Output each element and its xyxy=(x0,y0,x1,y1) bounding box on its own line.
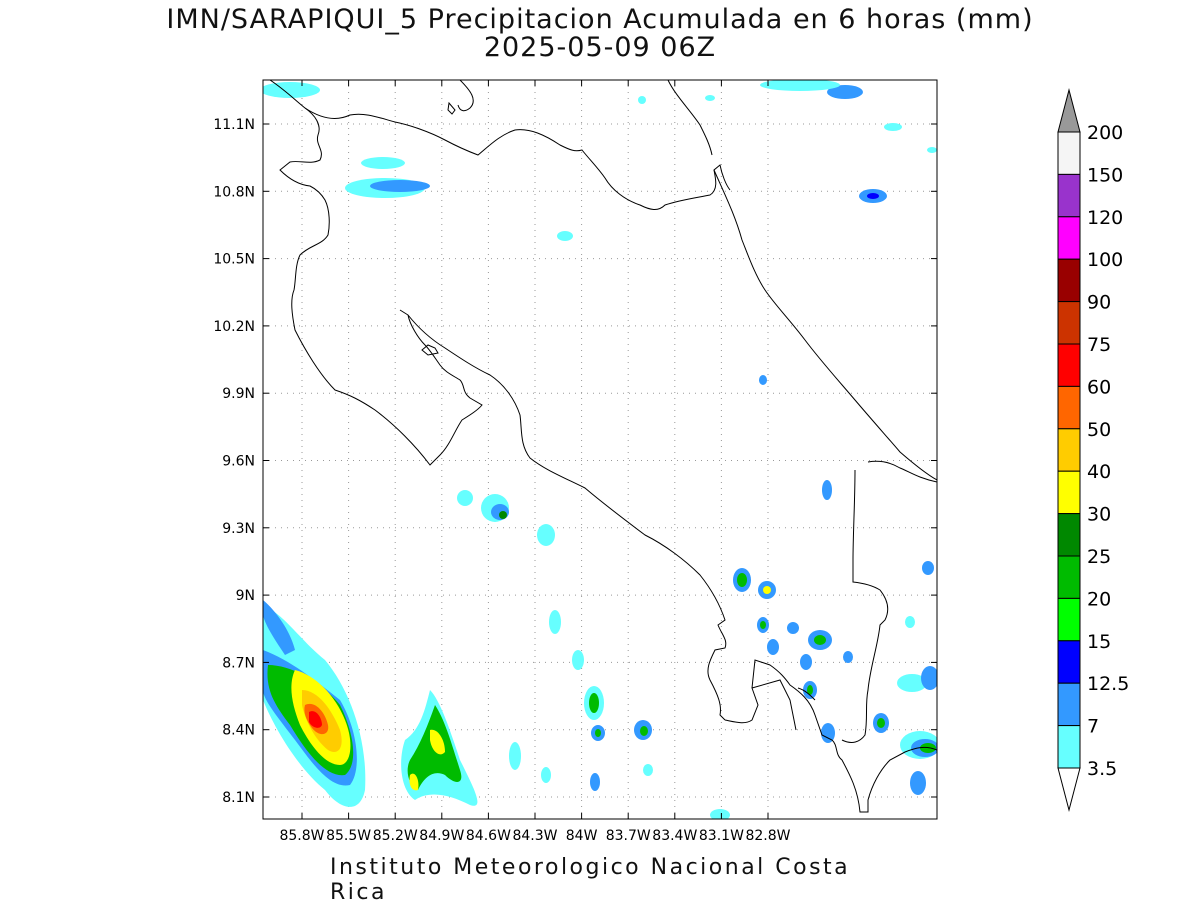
colorbar-label: 30 xyxy=(1087,504,1111,526)
colorbar-bottom-arrow xyxy=(1057,767,1081,812)
lon-tick-label: 85.8W xyxy=(279,828,324,844)
colorbar-label: 15 xyxy=(1087,631,1111,653)
colorbar-swatch xyxy=(1057,173,1081,218)
coastline xyxy=(269,80,937,813)
colorbar-label: 75 xyxy=(1087,334,1111,356)
colorbar-swatch xyxy=(1057,131,1081,175)
lon-tick-label: 85.2W xyxy=(373,828,418,844)
colorbar-label: 3.5 xyxy=(1087,758,1117,780)
colorbar-label: 60 xyxy=(1087,376,1111,398)
colorbar-swatch xyxy=(1057,725,1081,769)
lat-tick-label: 9.9N xyxy=(222,386,255,402)
lon-tick-label: 84.3W xyxy=(512,828,557,844)
colorbar-label: 25 xyxy=(1087,546,1111,568)
lat-tick-label: 8.1N xyxy=(222,790,255,806)
colorbar-swatch xyxy=(1057,513,1081,557)
lat-tick-label: 10.5N xyxy=(213,252,255,268)
footer-credit: Instituto Meteorologico Nacional Costa R… xyxy=(330,855,851,905)
colorbar-label: 50 xyxy=(1087,419,1111,441)
colorbar-swatch xyxy=(1057,301,1081,345)
lon-tick-label: 85.5W xyxy=(326,828,371,844)
colorbar-swatch xyxy=(1057,428,1081,472)
colorbar-swatch xyxy=(1057,597,1081,642)
colorbar-swatch xyxy=(1057,343,1081,387)
colorbar-label: 150 xyxy=(1087,164,1123,186)
colorbar-label: 12.5 xyxy=(1087,673,1129,695)
lon-tick-label: 84.9W xyxy=(419,828,464,844)
colorbar-swatch xyxy=(1057,640,1081,684)
map-title: IMN/SARAPIQUI_5 Precipitacion Acumulada … xyxy=(166,4,1034,35)
colorbar-label: 7 xyxy=(1087,716,1099,738)
map-frame xyxy=(262,79,938,820)
colorbar-swatch xyxy=(1057,216,1081,260)
colorbar-label: 40 xyxy=(1087,461,1111,483)
colorbar-swatch xyxy=(1057,682,1081,727)
colorbar-swatch xyxy=(1057,555,1081,599)
lon-tick-label: 83.4W xyxy=(652,828,697,844)
lat-tick-label: 10.8N xyxy=(213,184,255,200)
colorbar-swatch xyxy=(1057,258,1081,303)
colorbar-label: 120 xyxy=(1087,207,1123,229)
precipitation-field xyxy=(263,80,937,819)
colorbar: 200 150 120 100 90 75 60 50 40 30 25 20 15 12.5 7 3.5 xyxy=(1057,88,1129,812)
latitude-axis: 11.1N 10.8N 10.5N 10.2N 9.9N 9.6N 9.3N 9N 8.7N 8.… xyxy=(213,117,937,806)
lon-tick-label: 84W xyxy=(566,828,598,844)
colorbar-label: 90 xyxy=(1087,292,1111,314)
lat-tick-label: 9N xyxy=(236,588,255,604)
longitude-axis: 85.8W 85.5W 85.2W 84.9W 84.6W 84.3W 84W 83.7W 83… xyxy=(279,80,791,844)
map-datetime: 2025-05-09 06Z xyxy=(483,32,717,63)
lon-tick-label: 83.1W xyxy=(699,828,744,844)
lat-tick-label: 8.4N xyxy=(222,723,255,739)
lat-tick-label: 9.6N xyxy=(222,454,255,470)
colorbar-label: 20 xyxy=(1087,588,1111,610)
lon-tick-label: 83.7W xyxy=(606,828,651,844)
lat-tick-label: 9.3N xyxy=(222,521,255,537)
colorbar-swatch xyxy=(1057,385,1081,430)
lon-tick-label: 84.6W xyxy=(466,828,511,844)
lat-tick-label: 8.7N xyxy=(222,655,255,671)
lat-tick-label: 11.1N xyxy=(213,117,255,133)
colorbar-label: 200 xyxy=(1087,122,1123,144)
colorbar-swatch xyxy=(1057,470,1081,515)
colorbar-top-arrow xyxy=(1057,88,1081,133)
colorbar-label: 100 xyxy=(1087,249,1123,271)
lat-tick-label: 10.2N xyxy=(213,319,255,335)
lon-tick-label: 82.8W xyxy=(745,828,790,844)
